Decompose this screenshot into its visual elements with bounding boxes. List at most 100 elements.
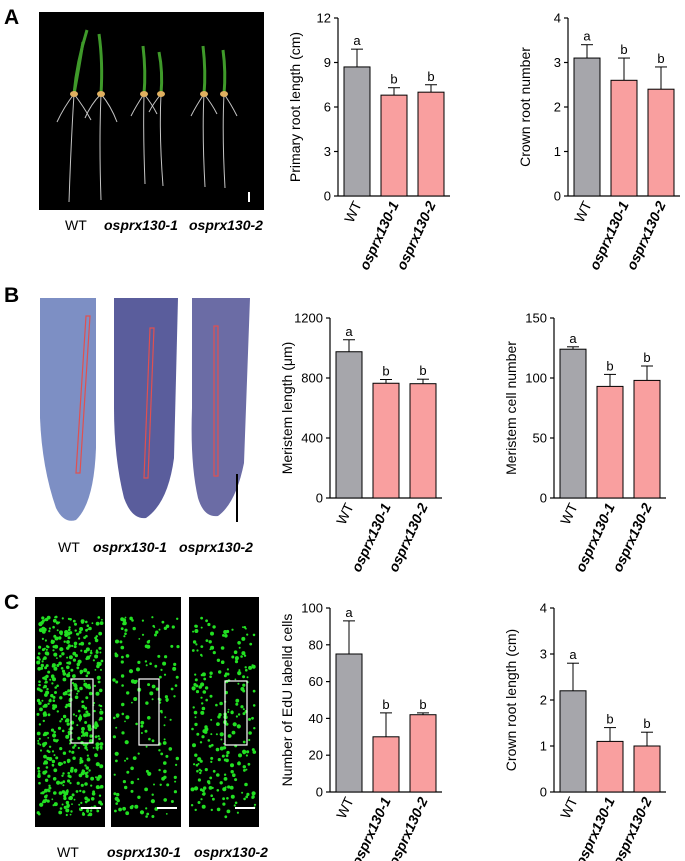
- x-tick-label: WT: [571, 198, 595, 225]
- y-tick-label: 3: [554, 55, 561, 70]
- photo-label-wt-c: WT: [57, 844, 79, 860]
- y-tick-label: 60: [309, 674, 323, 689]
- y-tick-label: 0: [540, 491, 547, 506]
- x-tick-label: osprx130-2: [609, 500, 655, 574]
- panel-letter-b: B: [4, 284, 20, 307]
- bar-wt: [559, 690, 587, 793]
- significance-letter: b: [382, 697, 389, 712]
- y-tick-label: 50: [533, 431, 547, 446]
- root-tip-photo: [28, 298, 268, 528]
- bar-osprx130-2: [633, 379, 661, 499]
- photo-label-wt-a: WT: [65, 217, 87, 233]
- y-tick-label: 150: [525, 311, 547, 326]
- bar-osprx130-2: [633, 745, 661, 793]
- y-tick-label: 4: [554, 11, 561, 26]
- y-tick-label: 400: [301, 431, 323, 446]
- y-tick-label: 4: [540, 601, 547, 616]
- y-tick-label: 80: [309, 637, 323, 652]
- significance-letter: a: [353, 33, 361, 48]
- y-axis-label: Number of EdU labelld cells: [279, 614, 295, 787]
- significance-letter: a: [569, 331, 577, 346]
- bar-wt: [335, 653, 363, 793]
- bar-wt: [559, 348, 587, 499]
- y-tick-label: 0: [540, 785, 547, 800]
- bar-osprx130-2: [417, 91, 445, 197]
- bar-wt: [343, 66, 371, 197]
- significance-letter: a: [569, 647, 577, 662]
- y-axis-label: Crown root length (cm): [503, 629, 519, 771]
- meristem-length-chart: 0 400 800 1200 Meristem length (μm) a WT b osprx…: [279, 311, 442, 574]
- y-tick-label: 800: [301, 371, 323, 386]
- significance-letter: b: [643, 350, 650, 365]
- y-axis-label: Meristem cell number: [503, 341, 519, 475]
- y-tick-label: 0: [324, 189, 331, 204]
- primary-root-length-chart: 0 3 6 9 12 Primary root length (cm) a WT b osprx1…: [287, 11, 450, 272]
- y-tick-label: 1200: [294, 311, 323, 326]
- y-axis-label: Crown root number: [517, 47, 533, 167]
- photo-label-mutant2-a: osprx130-2: [189, 217, 263, 233]
- bar-osprx130-2: [409, 714, 437, 793]
- bar-wt: [573, 57, 601, 197]
- x-tick-label: WT: [333, 500, 357, 527]
- seedling-photo: [39, 12, 264, 210]
- y-tick-label: 3: [324, 144, 331, 159]
- edu-fluorescence-photo: [35, 597, 275, 827]
- significance-letter: b: [606, 712, 613, 727]
- y-tick-label: 0: [316, 785, 323, 800]
- significance-letter: b: [419, 363, 426, 378]
- bar-osprx130-1: [372, 382, 400, 499]
- significance-letter: b: [390, 72, 397, 87]
- y-tick-label: 100: [301, 601, 323, 616]
- y-tick-label: 12: [317, 11, 331, 26]
- edu-labeled-cells-chart: 0 20 40 60 80 100 Number of EdU labelld cells a…: [279, 601, 442, 861]
- y-tick-label: 0: [554, 189, 561, 204]
- photo-label-mutant1-a: osprx130-1: [104, 217, 178, 233]
- significance-letter: a: [345, 605, 353, 620]
- bar-osprx130-2: [647, 88, 675, 197]
- x-tick-label: osprx130-2: [623, 198, 669, 272]
- photo-label-wt-b: WT: [58, 539, 80, 555]
- x-tick-label: WT: [557, 794, 581, 821]
- x-tick-label: WT: [557, 500, 581, 527]
- significance-letter: a: [345, 324, 353, 339]
- panel-letter-c: C: [4, 591, 20, 614]
- y-tick-label: 3: [540, 647, 547, 662]
- photo-label-mutant2-c: osprx130-2: [194, 844, 268, 860]
- bar-osprx130-1: [372, 736, 400, 793]
- y-tick-label: 9: [324, 55, 331, 70]
- x-tick-label: WT: [341, 198, 365, 225]
- edu-signal-dots: [36, 615, 257, 819]
- significance-letter: b: [382, 364, 389, 379]
- bar-osprx130-1: [596, 385, 624, 499]
- x-tick-label: osprx130-2: [393, 198, 439, 272]
- y-tick-label: 6: [324, 100, 331, 115]
- significance-letter: b: [427, 69, 434, 84]
- significance-letter: b: [606, 358, 613, 373]
- panel-letter-a: A: [4, 6, 20, 29]
- significance-letter: b: [620, 42, 627, 57]
- x-tick-label: osprx130-2: [385, 500, 431, 574]
- y-tick-label: 20: [309, 748, 323, 763]
- photo-label-mutant2-b: osprx130-2: [179, 539, 253, 555]
- photo-label-mutant1-c: osprx130-1: [107, 844, 181, 860]
- bar-osprx130-1: [380, 94, 408, 197]
- significance-letter: a: [583, 29, 591, 44]
- y-axis-label: Primary root length (cm): [287, 32, 303, 182]
- y-tick-label: 2: [540, 693, 547, 708]
- significance-letter: b: [419, 697, 426, 712]
- bar-osprx130-1: [610, 79, 638, 197]
- y-tick-label: 100: [525, 371, 547, 386]
- y-tick-label: 40: [309, 711, 323, 726]
- bar-osprx130-1: [596, 740, 624, 793]
- y-axis-label: Meristem length (μm): [279, 342, 295, 475]
- y-tick-label: 2: [554, 100, 561, 115]
- meristem-cell-number-chart: 0 50 100 150 Meristem cell number a WT b osprx13…: [503, 311, 666, 574]
- y-tick-label: 1: [540, 739, 547, 754]
- bar-wt: [335, 351, 363, 499]
- significance-letter: b: [657, 51, 664, 66]
- bar-osprx130-2: [409, 383, 437, 499]
- photo-label-mutant1-b: osprx130-1: [93, 539, 167, 555]
- y-tick-label: 0: [316, 491, 323, 506]
